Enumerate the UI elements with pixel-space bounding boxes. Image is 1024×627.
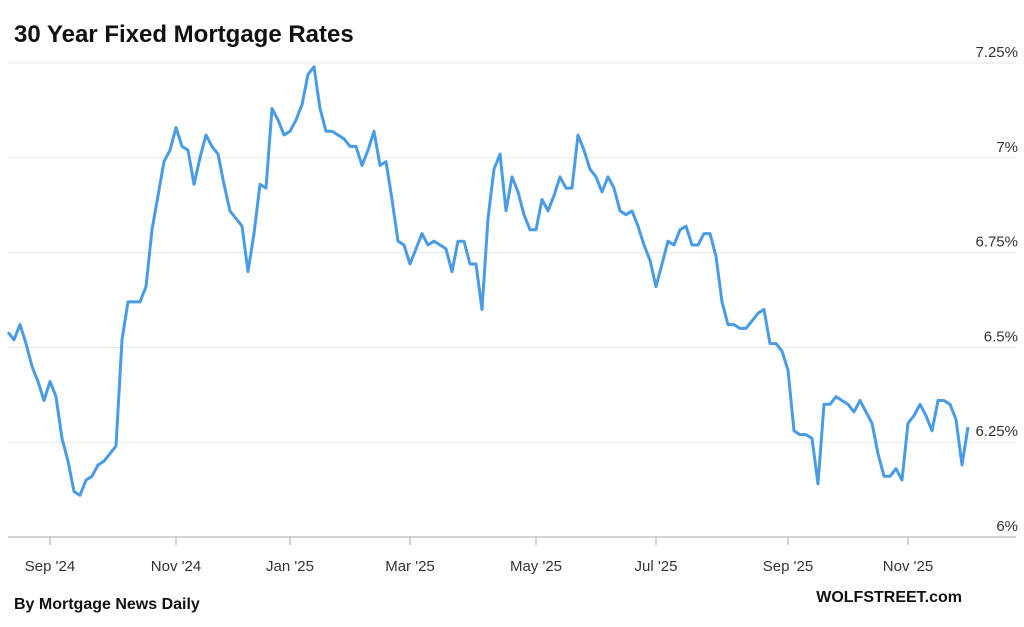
y-tick-label: 7.25% [975,44,1018,61]
x-tick-label: Sep '24 [25,558,75,575]
x-tick-label: Jan '25 [266,558,314,575]
y-tick-label: 6.25% [975,423,1018,440]
y-tick-label: 6.5% [984,328,1018,345]
x-tick-label: Nov '24 [151,558,201,575]
y-tick-label: 6% [996,518,1018,535]
y-tick-label: 7% [996,139,1018,156]
x-tick-label: Sep '25 [763,558,813,575]
x-tick-label: Nov '25 [883,558,933,575]
x-tick-label: May '25 [510,558,562,575]
y-tick-label: 6.75% [975,234,1018,251]
source: By Mortgage News Daily [14,596,200,613]
x-tick-label: Mar '25 [385,558,435,575]
line [6,65,970,497]
chart-title: 30 Year Fixed Mortgage Rates [14,21,354,48]
credit: WOLFSTREET.com [816,589,962,606]
x-tick-label: Jul '25 [635,558,678,575]
